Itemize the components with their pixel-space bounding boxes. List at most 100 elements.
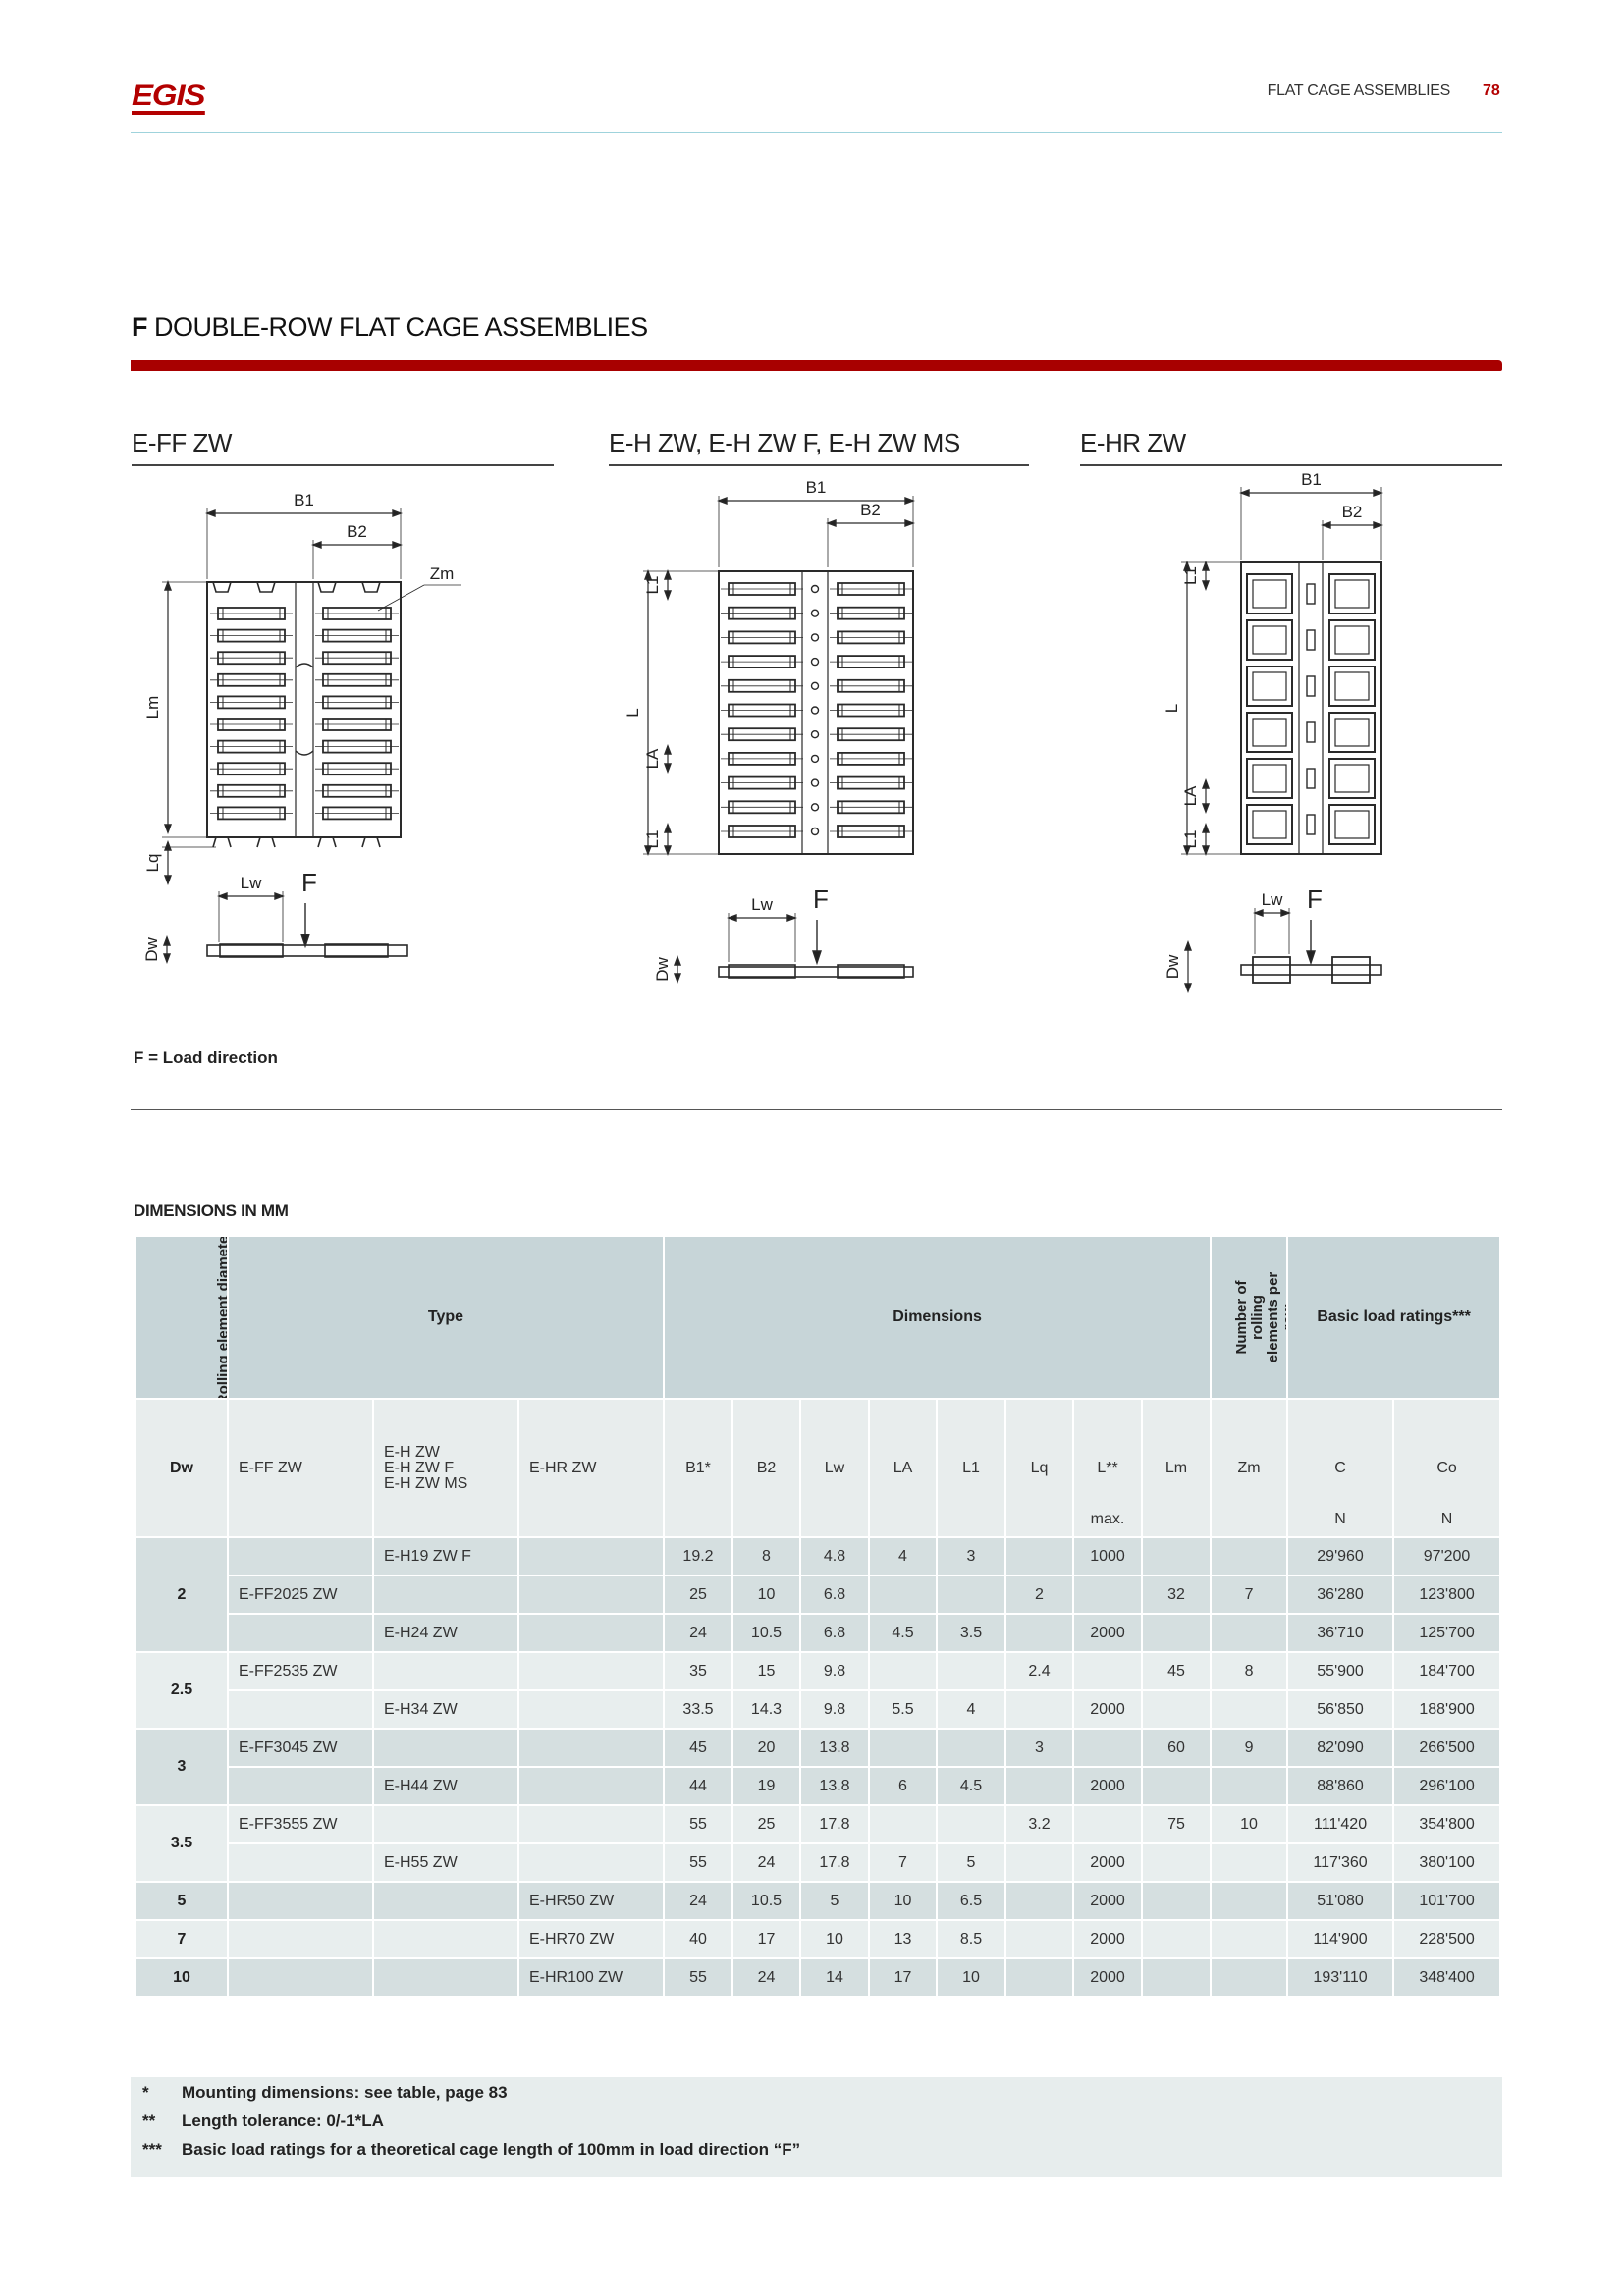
table-cell: 7 <box>868 1842 938 1883</box>
table-cell: 24 <box>731 1957 801 1998</box>
table-cell <box>936 1651 1006 1691</box>
table-cell <box>1004 1689 1074 1730</box>
cage-notch <box>256 836 276 848</box>
dw-cell: 2 <box>135 1536 229 1653</box>
table-cell: 380'100 <box>1392 1842 1502 1883</box>
table-row: E-H55 ZW 55 24 17.8 7 5 2000 117'360 380'100 <box>135 1842 1502 1883</box>
table-cell: 111'420 <box>1286 1804 1395 1844</box>
arrow-icon <box>663 744 673 774</box>
column-label: E-HR ZW <box>529 1459 597 1476</box>
section-divider <box>131 1109 1502 1110</box>
dimension-label: Dw <box>142 937 161 962</box>
table-cell: 45 <box>663 1728 733 1768</box>
egis-logo: EGIS <box>132 81 206 115</box>
table-cell <box>868 1728 938 1768</box>
arrow-icon <box>673 955 682 984</box>
dimension-label: Dw <box>1164 954 1182 979</box>
table-cell <box>517 1766 665 1806</box>
table-cell <box>936 1728 1006 1768</box>
arrow-icon <box>217 891 285 901</box>
cage-notch <box>317 581 337 593</box>
dimension-label: Zm <box>430 564 455 583</box>
dimension-label: L1 <box>643 830 662 849</box>
roller-square-inner <box>1252 718 1287 747</box>
table-cell <box>1210 1919 1289 1959</box>
dimension-label: F <box>301 868 317 897</box>
table-cell: 2000 <box>1072 1689 1143 1730</box>
table-row: 5 E-HR50 ZW 24 10.5 5 10 6.5 2000 51'080 101'700 <box>135 1881 1502 1921</box>
roller-square <box>1246 573 1293 614</box>
column-header-14: Co N <box>1392 1398 1502 1538</box>
table-cell <box>227 1957 374 1998</box>
table-cell <box>868 1651 938 1691</box>
dimension-label: L1 <box>643 576 662 595</box>
table-cell: 114'900 <box>1286 1919 1395 1959</box>
roller-square <box>1246 804 1293 845</box>
dw-cell: 2.5 <box>135 1651 229 1730</box>
arrow-icon <box>162 935 172 964</box>
dw-cell: 10 <box>135 1957 229 1998</box>
header-basic-load-ratings: Basic load ratings*** <box>1286 1235 1502 1400</box>
roller-square-inner <box>1334 671 1370 701</box>
table-cell <box>227 1881 374 1921</box>
table-cell: 4.5 <box>936 1766 1006 1806</box>
arrow-icon <box>163 580 173 834</box>
table-cell: 24 <box>731 1842 801 1883</box>
header-dimensions: Dimensions <box>662 1235 1213 1400</box>
roller-square <box>1246 666 1293 707</box>
table-cell <box>1072 1575 1143 1615</box>
column-label: B1* <box>685 1459 711 1476</box>
roller-square <box>1328 804 1376 845</box>
table-cell: 193'110 <box>1286 1957 1395 1998</box>
table-cell: 55 <box>663 1957 733 1998</box>
table-cell <box>1072 1651 1143 1691</box>
strip-hole <box>810 754 820 764</box>
table-cell: E-H19 ZW F <box>372 1536 519 1576</box>
dimension-label: Lm <box>143 696 162 720</box>
arrow-icon <box>1239 488 1383 498</box>
table-cell: 4.5 <box>868 1613 938 1653</box>
roller-square-inner <box>1334 718 1370 747</box>
cage-outline <box>718 570 914 855</box>
table-cell: E-FF3555 ZW <box>227 1804 374 1844</box>
dimension-label: Lw <box>241 874 262 892</box>
table-cell: 25 <box>731 1804 801 1844</box>
roller-square <box>1328 666 1376 707</box>
strip-slot <box>1306 721 1316 743</box>
table-cell <box>1210 1613 1289 1653</box>
side-roller <box>728 964 796 979</box>
column-header-6: Lw <box>799 1398 870 1538</box>
table-cell <box>868 1804 938 1844</box>
column-label: L1 <box>962 1459 980 1476</box>
table-cell: 348'400 <box>1392 1957 1502 1998</box>
dimension-label: B2 <box>347 522 367 541</box>
table-cell <box>1210 1957 1289 1998</box>
arrow-icon <box>1321 520 1383 530</box>
table-cell: 10 <box>799 1919 870 1959</box>
table-cell: 14.3 <box>731 1689 801 1730</box>
table-cell: E-HR100 ZW <box>517 1957 665 1998</box>
column-header-12: Zm <box>1210 1398 1289 1538</box>
page-number: 78 <box>1483 82 1500 99</box>
strip-hole <box>810 633 820 642</box>
header-section-title: FLAT CAGE ASSEMBLIES <box>1267 82 1451 99</box>
side-view <box>1240 964 1382 976</box>
arrow-icon <box>643 569 653 856</box>
table-cell: 55 <box>663 1804 733 1844</box>
table-cell: 2000 <box>1072 1881 1143 1921</box>
table-cell: 9.8 <box>799 1689 870 1730</box>
table-cell: 7 <box>1210 1575 1289 1615</box>
dimension-label: L <box>1163 704 1181 713</box>
dimension-label: F <box>813 884 829 914</box>
roller-square-inner <box>1334 810 1370 839</box>
table-cell <box>1140 1919 1213 1959</box>
dimension-label: LA <box>1181 785 1200 806</box>
table-cell <box>517 1804 665 1844</box>
title-red-bar <box>131 360 1502 371</box>
dimension-label: Lw <box>1262 890 1283 909</box>
table-cell <box>1210 1689 1289 1730</box>
table-cell: 6.8 <box>799 1613 870 1653</box>
table-cell <box>868 1575 938 1615</box>
arrow-icon <box>1201 778 1211 814</box>
column-unit: N <box>1440 1511 1453 1527</box>
